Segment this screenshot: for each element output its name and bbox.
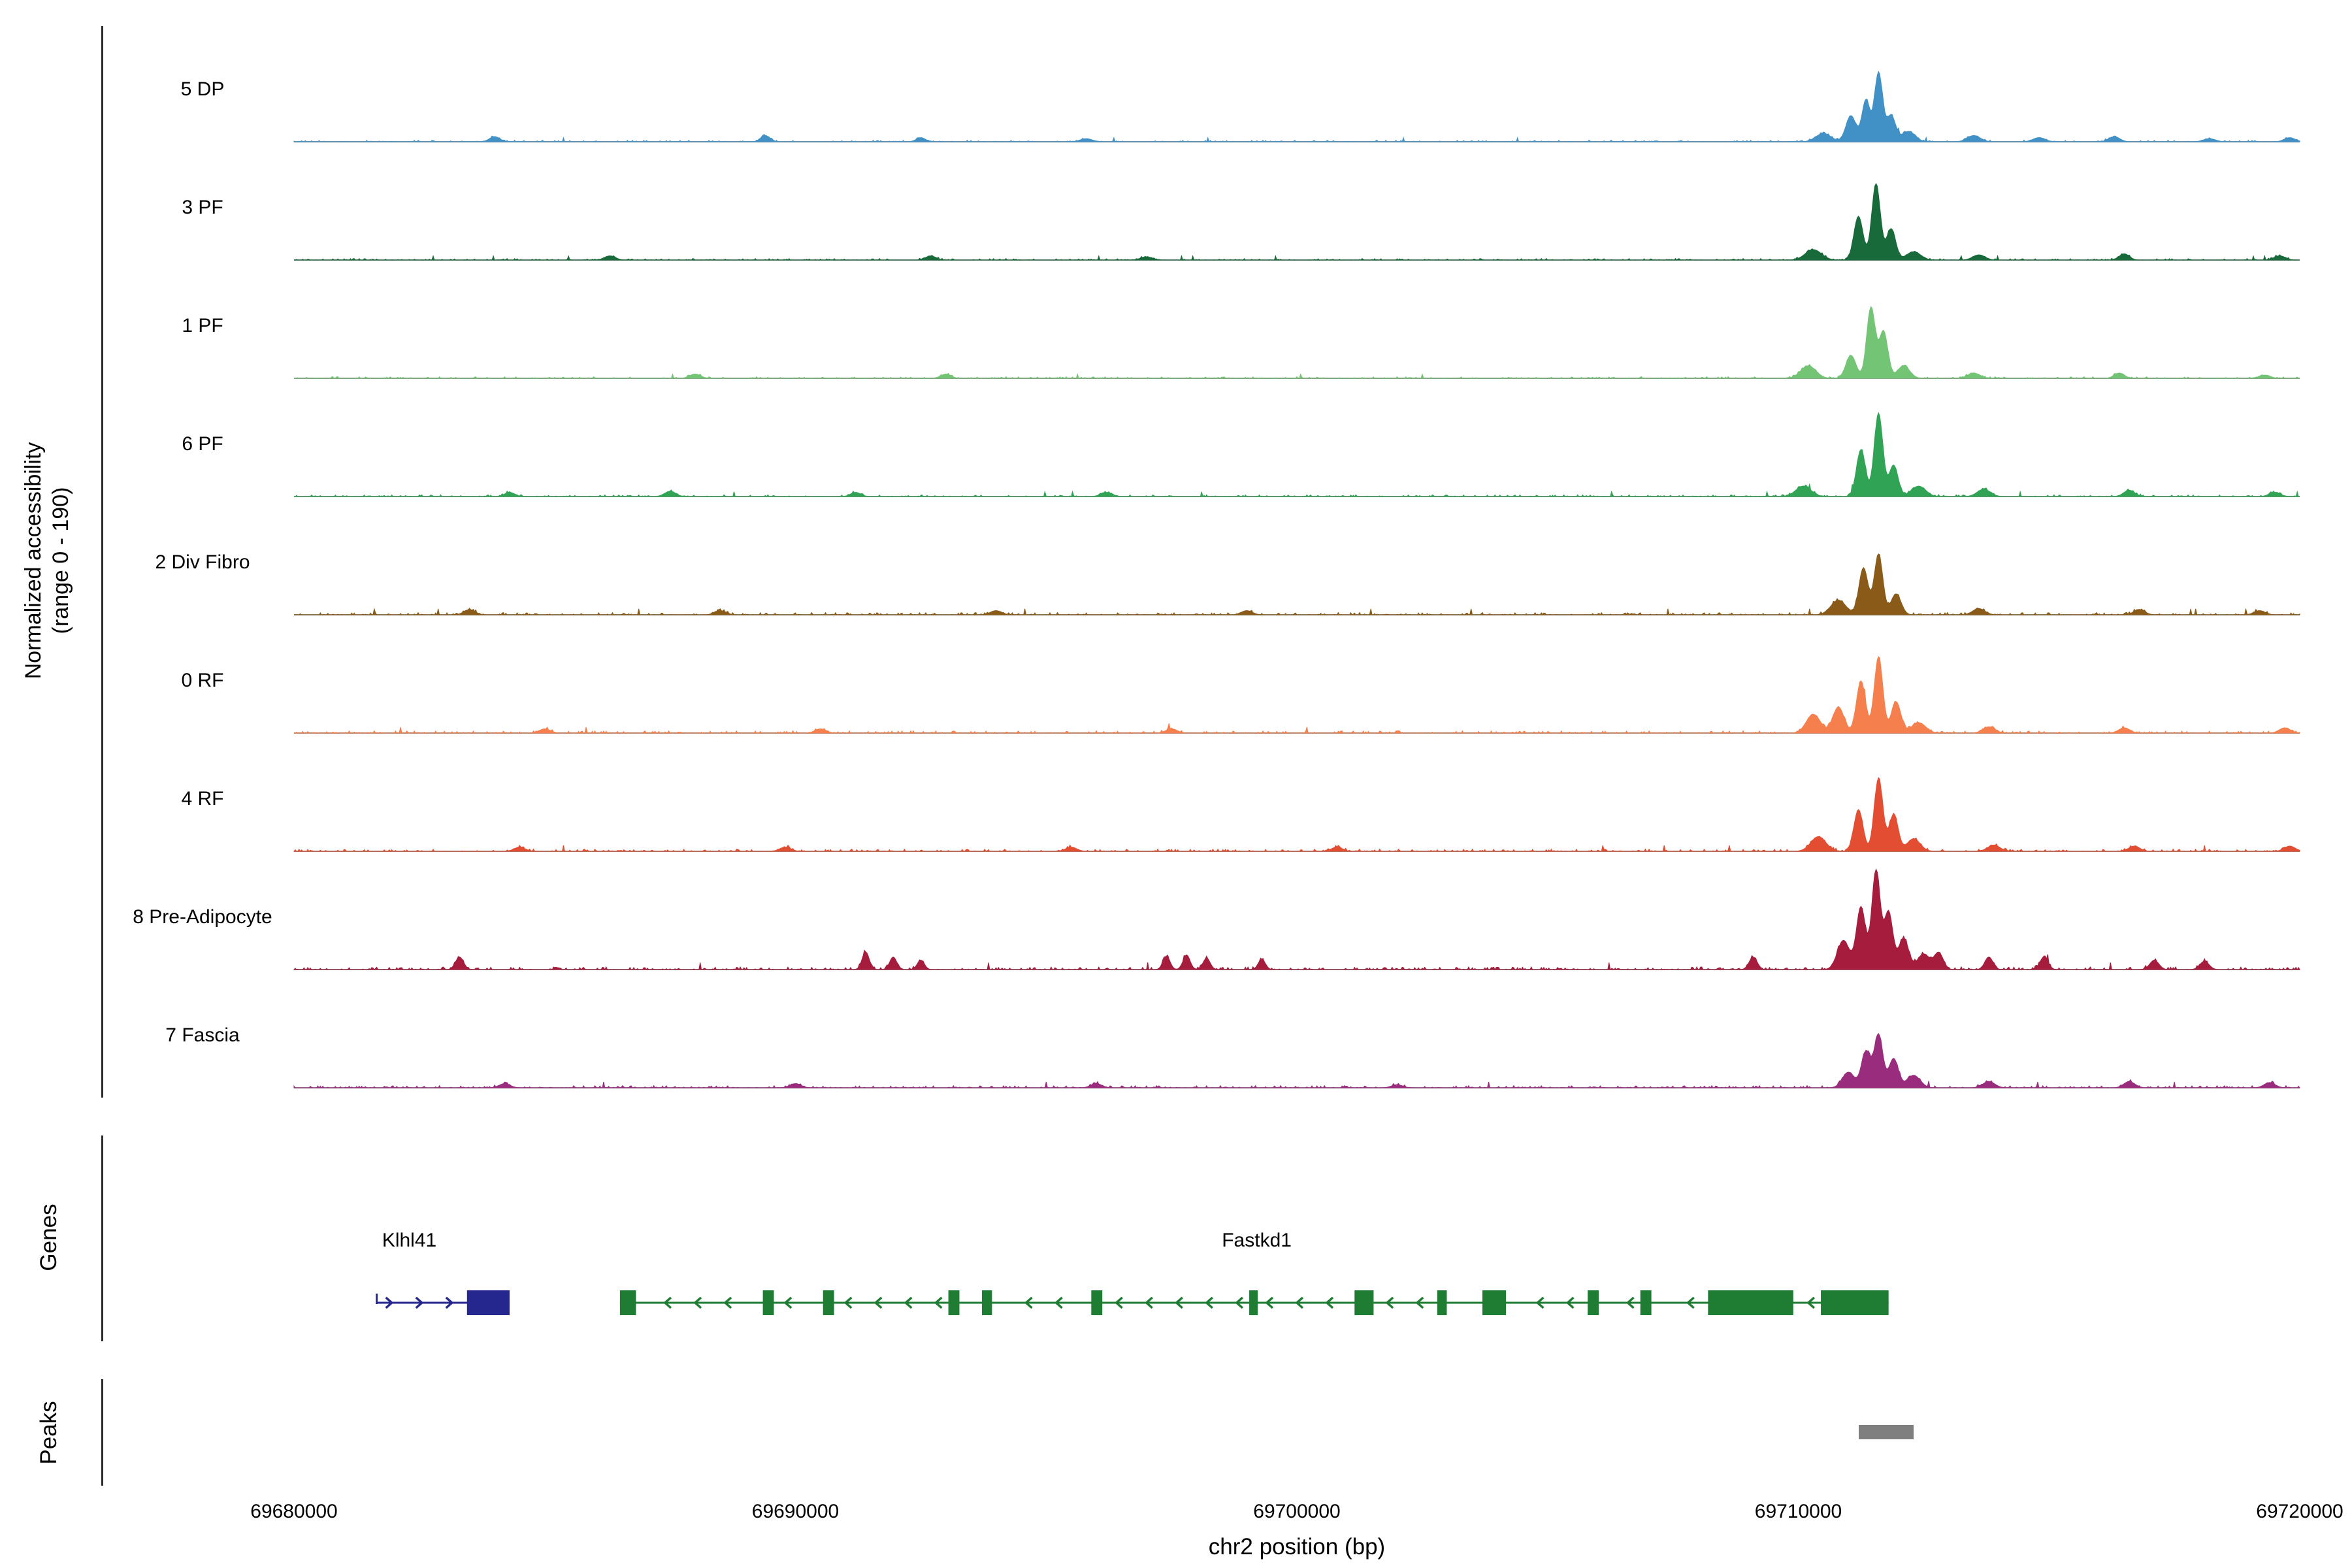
- accessibility-signal-6-pf: [294, 412, 2300, 497]
- gene-label-fastkd1: Fastkd1: [1222, 1230, 1292, 1251]
- x-tick-label: 69690000: [751, 1501, 840, 1522]
- track-label: 0 RF: [181, 670, 224, 691]
- genes-axis-line: [101, 1135, 103, 1341]
- track-label: 3 PF: [182, 197, 223, 218]
- x-tick-label: 69710000: [1754, 1501, 1842, 1522]
- peak-region: [1858, 1425, 1914, 1439]
- track-label: 6 PF: [182, 433, 223, 455]
- track-label: 7 Fascia: [165, 1024, 240, 1046]
- accessibility-signal-2-div-fibro: [294, 553, 2300, 616]
- track-label: 5 DP: [180, 78, 225, 100]
- x-tick-label: 69700000: [1253, 1501, 1341, 1522]
- x-axis-title: chr2 position (bp): [1208, 1534, 1386, 1560]
- accessibility-signal-8-pre-adipocyte: [293, 868, 2300, 971]
- gene-label-klhl41: Klhl41: [382, 1230, 437, 1251]
- track-label: 2 Div Fibro: [155, 551, 250, 573]
- x-tick-label: 69680000: [250, 1501, 338, 1522]
- y-axis-label-line1: Normalized accessibility: [21, 442, 46, 679]
- accessibility-signal-5-dp: [293, 71, 2300, 142]
- accessibility-signal-1-pf: [293, 306, 2300, 379]
- peaks-axis-line: [101, 1379, 103, 1486]
- track-label: 4 RF: [181, 788, 224, 809]
- track-label: 1 PF: [182, 315, 223, 336]
- peaks-section-label: Peaks: [36, 1401, 61, 1465]
- accessibility-signal-7-fascia: [293, 1032, 2300, 1088]
- track-label: 8 Pre-Adipocyte: [133, 906, 272, 928]
- genes-section-label: Genes: [36, 1203, 61, 1271]
- tracks-axis-line: [101, 26, 103, 1098]
- accessibility-signal-3-pf: [293, 182, 2300, 261]
- gene-model-glyphs: [376, 1290, 1889, 1315]
- accessibility-signal-0-rf: [294, 656, 2300, 734]
- x-tick-label: 69720000: [2256, 1501, 2344, 1522]
- accessibility-signal-4-rf: [293, 777, 2300, 852]
